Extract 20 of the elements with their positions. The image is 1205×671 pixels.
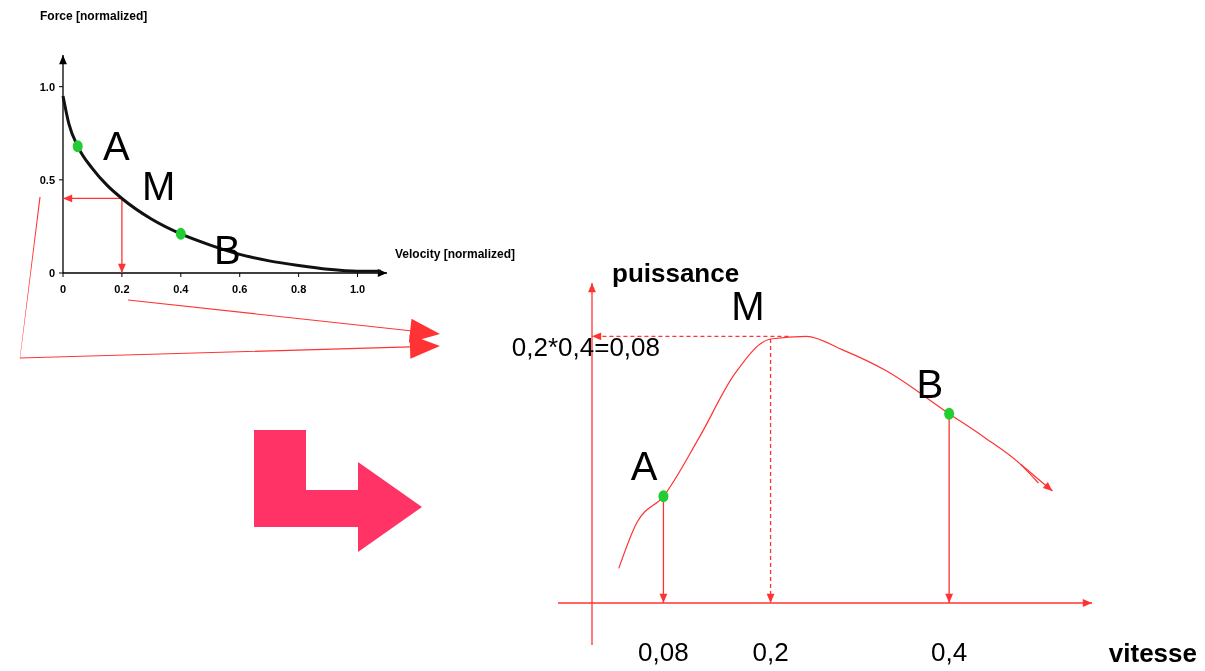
- y-axis-title: Force [normalized]: [40, 9, 148, 23]
- annotation: 0,2*0,4=0,08: [511, 332, 660, 362]
- x-tick-label: 0,08: [638, 637, 689, 667]
- x-tick-label: 0.6: [232, 283, 248, 295]
- y-tick-label: 0.5: [39, 173, 55, 186]
- annotation: A: [630, 444, 658, 489]
- annotation: B: [916, 361, 944, 406]
- y-tick-label: 1.0: [39, 80, 55, 93]
- x-tick-label: 1.0: [349, 283, 366, 295]
- x-axis-title: Velocity [normalized]: [395, 247, 516, 261]
- x-tick-label: 0.8: [290, 283, 307, 295]
- annotation: M: [142, 164, 176, 208]
- x-tick-label: 0,4: [931, 637, 968, 667]
- x-axis-title: vitesse: [1108, 638, 1197, 668]
- x-tick-label: 0.2: [114, 283, 130, 295]
- x-tick-label: 0,2: [752, 637, 789, 667]
- annotation: A: [103, 124, 130, 168]
- x-tick-label: 0: [59, 283, 67, 295]
- y-tick-label: 0: [48, 267, 55, 279]
- x-tick-label: 0.4: [173, 283, 190, 295]
